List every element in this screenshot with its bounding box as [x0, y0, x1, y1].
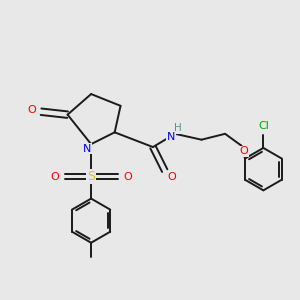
Text: H: H	[174, 123, 182, 133]
Text: O: O	[168, 172, 176, 182]
Text: O: O	[124, 172, 132, 182]
Text: O: O	[50, 172, 59, 182]
Text: Cl: Cl	[258, 122, 269, 131]
Text: N: N	[167, 132, 176, 142]
Text: S: S	[87, 170, 95, 183]
Text: N: N	[82, 143, 91, 154]
Text: O: O	[240, 146, 249, 157]
Text: O: O	[28, 105, 37, 115]
